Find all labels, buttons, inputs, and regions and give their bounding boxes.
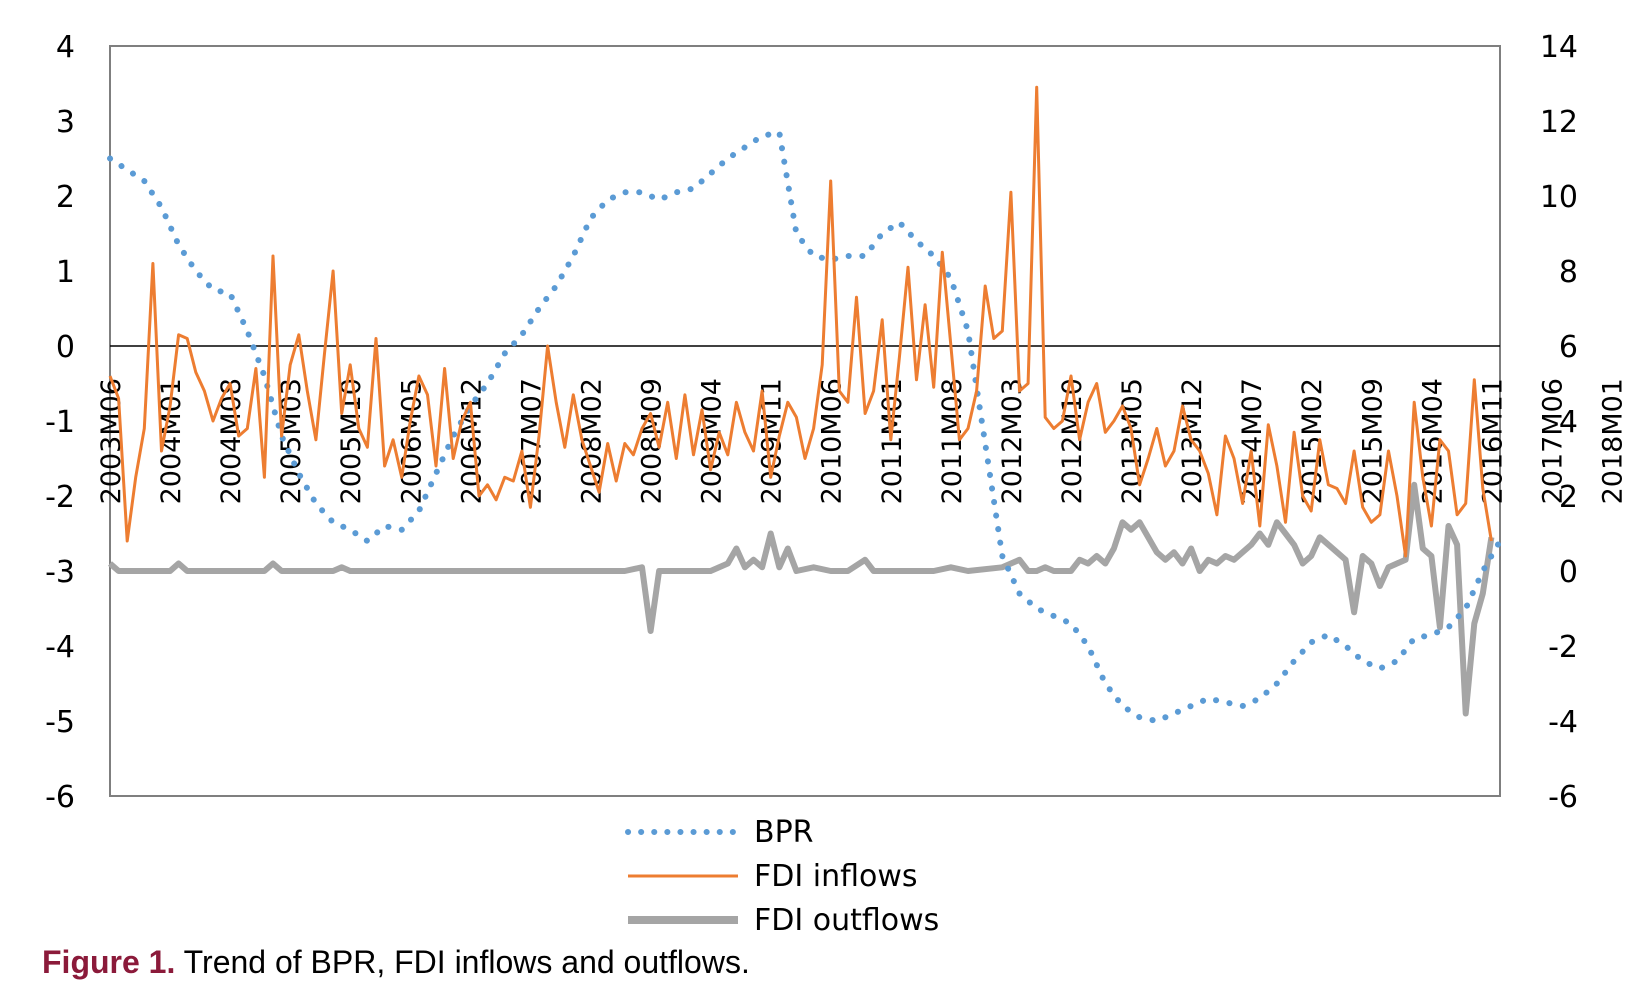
category-label: 2011M08 <box>937 378 968 504</box>
legend: BPR FDI inflows FDI outflows <box>625 815 939 938</box>
caption-text: Trend of BPR, FDI inflows and outflows. <box>183 944 750 980</box>
left-axis-tick-label: 2 <box>56 180 75 215</box>
left-axis-tick-label: -4 <box>45 630 75 665</box>
legend-label-bpr: BPR <box>754 815 814 850</box>
right-axis-tick-label: -2 <box>1548 630 1578 665</box>
left-axis-tick-label: 1 <box>56 255 75 290</box>
category-label: 2006M05 <box>396 378 427 504</box>
series-line-bpr <box>107 128 1503 725</box>
right-axis-tick-label: 10 <box>1540 180 1578 215</box>
plot-area-frame <box>109 45 1501 797</box>
left-axis-tick-label: -3 <box>45 555 75 590</box>
left-axis-ticks: 4 3 2 1 0 -1 -2 -3 -4 -5 -6 <box>45 30 75 815</box>
right-axis-tick-label: 2 <box>1559 480 1578 515</box>
right-axis-tick-label: 4 <box>1559 405 1578 440</box>
category-label: 2010M06 <box>817 378 848 504</box>
series-layer <box>107 85 1503 725</box>
left-axis-tick-label: -2 <box>45 480 75 515</box>
category-label: 2008M09 <box>637 378 668 504</box>
caption-label: Figure 1. <box>42 944 176 980</box>
left-axis-tick-label: 0 <box>56 330 75 365</box>
right-axis-tick-label: 8 <box>1559 255 1578 290</box>
figure-caption: Figure 1. Trend of BPR, FDI inflows and … <box>42 944 750 981</box>
category-label: 2012M10 <box>1057 378 1088 504</box>
right-axis-tick-label: 14 <box>1540 30 1578 65</box>
right-axis-ticks: 14 12 10 8 6 4 2 0 -2 -4 -6 <box>1540 30 1578 815</box>
category-label: 2018M01 <box>1598 378 1629 504</box>
category-label: 2016M04 <box>1417 378 1448 504</box>
left-axis-tick-label: -1 <box>45 405 75 440</box>
legend-label-fdi-inflows: FDI inflows <box>754 859 918 894</box>
legend-label-fdi-outflows: FDI outflows <box>754 903 939 938</box>
right-axis-tick-label: 12 <box>1540 105 1578 140</box>
category-label: 2012M03 <box>997 378 1028 504</box>
left-axis-tick-label: 3 <box>56 105 75 140</box>
right-axis-tick-label: -6 <box>1548 780 1578 815</box>
right-axis-tick-label: 0 <box>1559 555 1578 590</box>
series-line-fdi-outflows <box>108 481 1495 717</box>
category-label: 2017M06 <box>1537 378 1568 504</box>
series-line-fdi-inflows <box>108 85 1493 558</box>
right-axis-tick-label: 6 <box>1559 330 1578 365</box>
right-axis-tick-label: -4 <box>1548 705 1578 740</box>
category-label: 2011M01 <box>877 378 908 504</box>
category-label: 2006M12 <box>456 378 487 504</box>
left-axis-tick-label: 4 <box>56 30 75 65</box>
left-axis-tick-label: -5 <box>45 705 75 740</box>
left-axis-tick-label: -6 <box>45 780 75 815</box>
